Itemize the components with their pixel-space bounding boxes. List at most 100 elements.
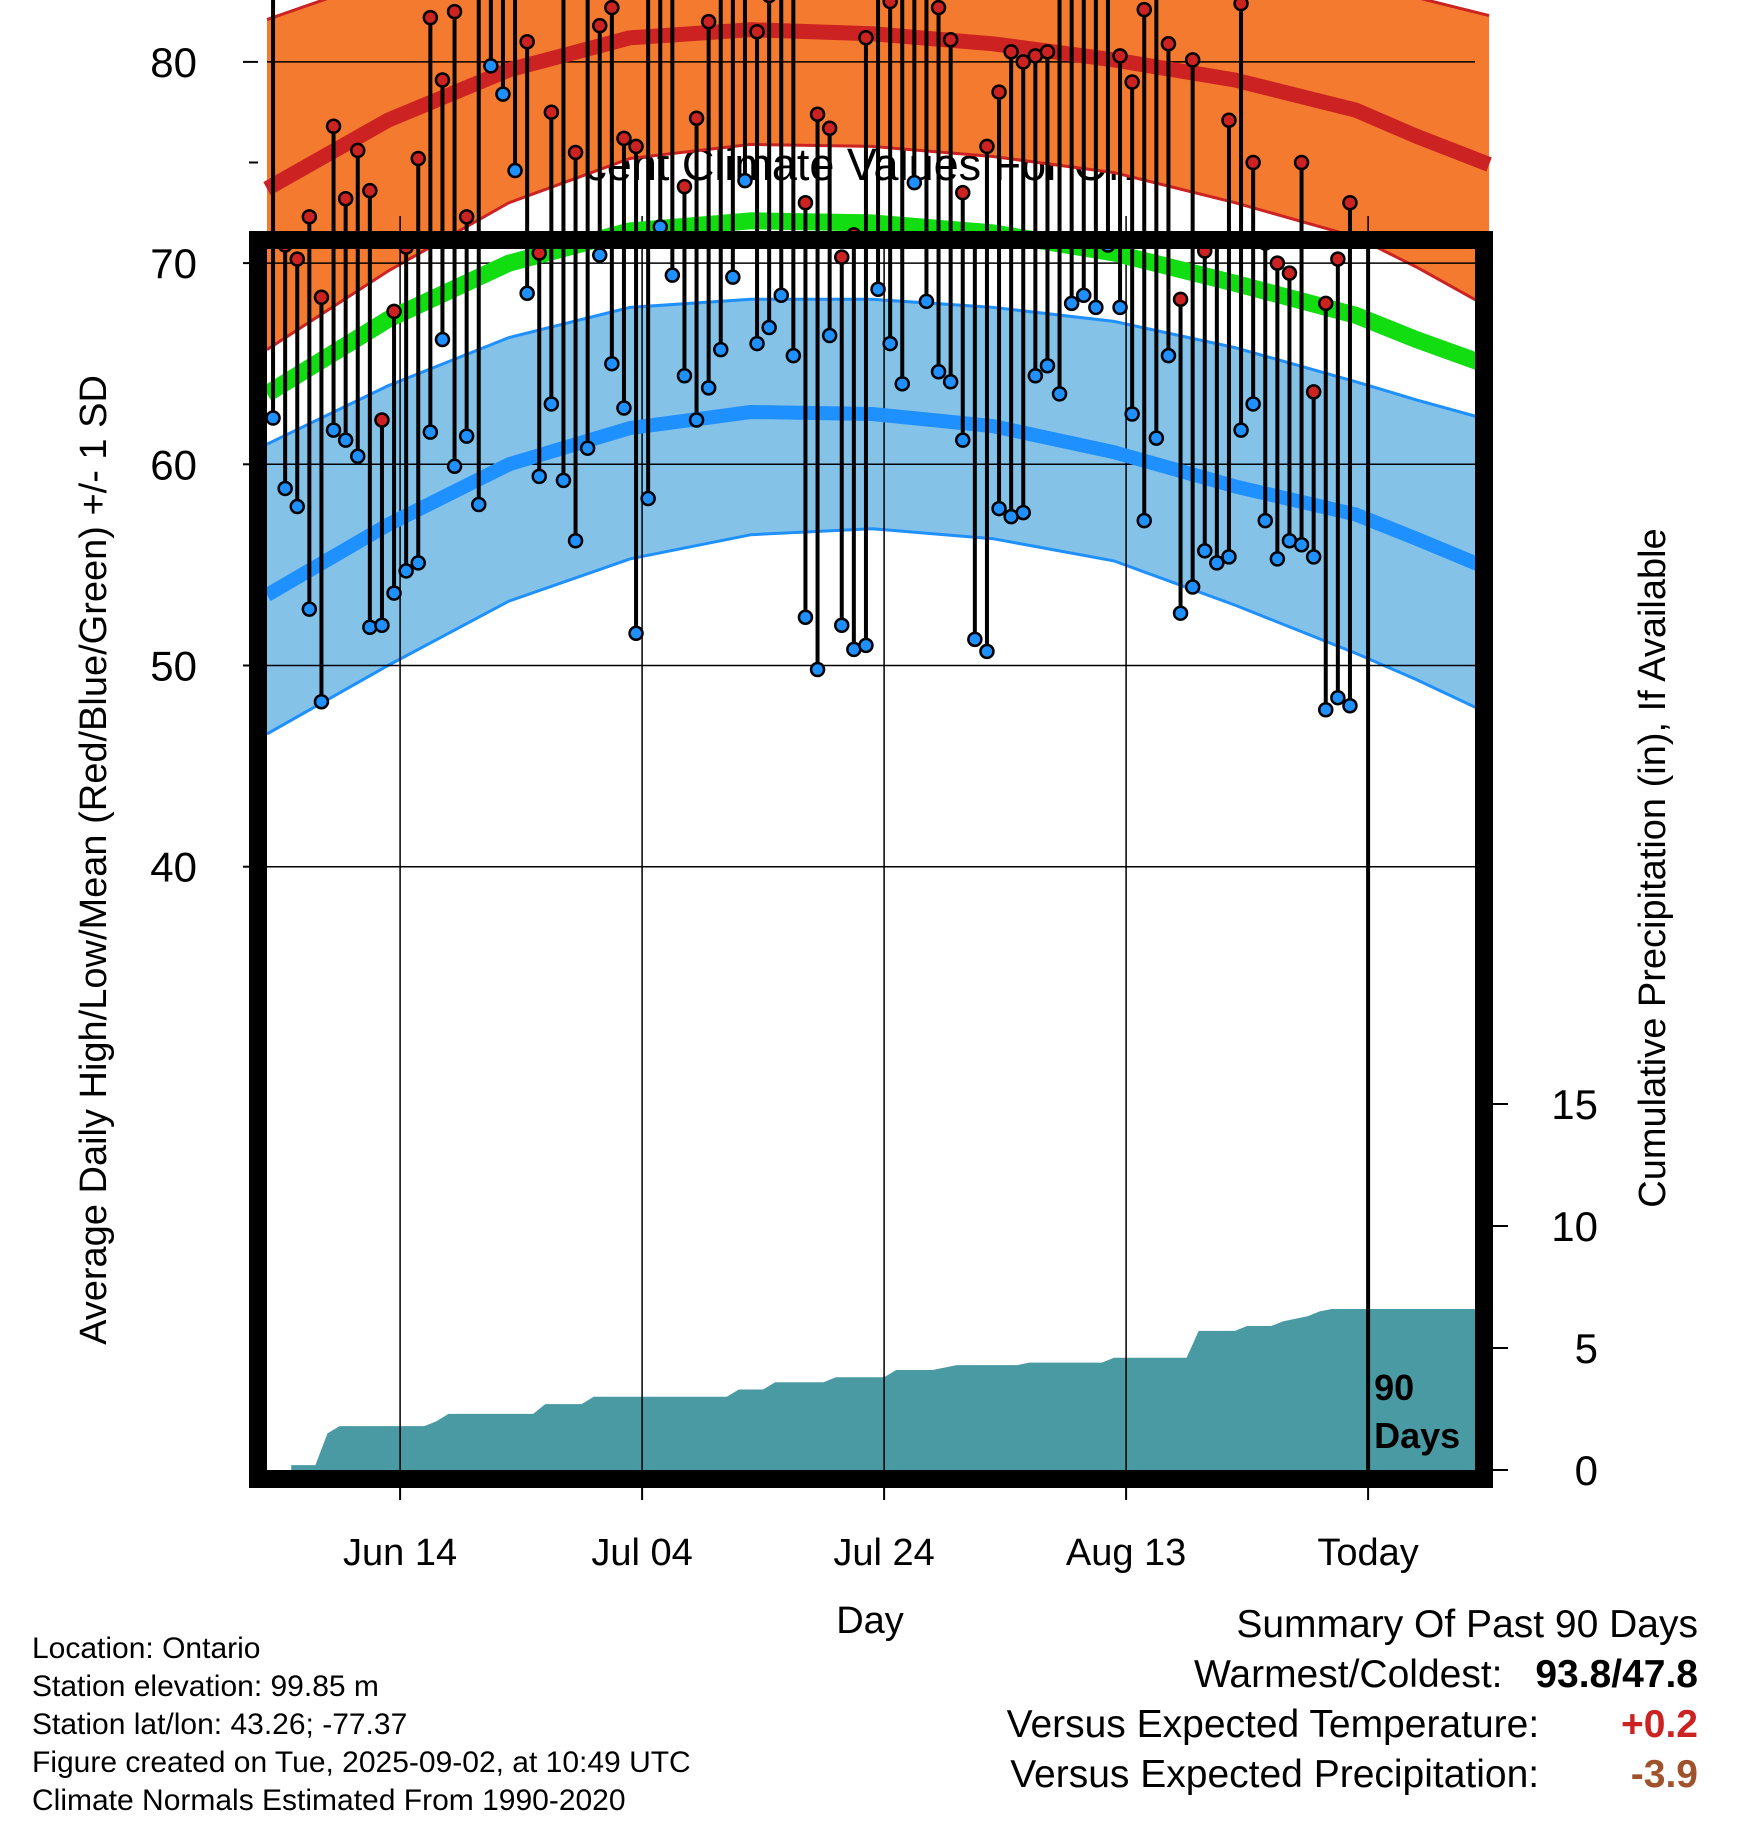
daily-low-point [1305, 549, 1322, 565]
y2-tick-label: 0 [1575, 1447, 1598, 1494]
daily-low-point [374, 617, 390, 634]
x-tick-label: Jul 24 [833, 1532, 934, 1574]
daily-low-point [870, 281, 886, 298]
precipitation-layer [267, 1309, 1490, 1470]
axes: 40 50 60 70 80 90 0 5 10 15 Jun 14 Jul 04 Jul 24 Aug … [150, 39, 1598, 1574]
daily-low-point [918, 293, 935, 310]
daily-low-point [1039, 357, 1056, 374]
daily-low-point [773, 287, 789, 304]
daily-low-point [713, 341, 729, 358]
daily-high-point [337, 190, 354, 207]
daily-high-point [700, 13, 717, 30]
y-tick-label: 60 [150, 441, 197, 488]
y2-tick-label: 10 [1551, 1203, 1598, 1250]
daily-high-point [1160, 36, 1177, 52]
daily-low-point [725, 269, 741, 285]
elevation-text: Station elevation: 99.85 m [32, 1670, 379, 1703]
y-tick-label: 70 [150, 240, 197, 287]
daily-low-point [809, 661, 826, 678]
daily-high-point [567, 144, 584, 161]
normal-mean-line [262, 212, 1492, 402]
temp-value: +0.2 [1621, 1703, 1698, 1746]
daily-high-point [1112, 48, 1128, 64]
daily-low-point [1245, 396, 1261, 412]
daily-low-point [446, 458, 463, 475]
daily-low-point [858, 637, 874, 654]
today-annotation-line2: Days [1374, 1415, 1460, 1456]
daily-high-point [991, 84, 1007, 100]
precip-value: -3.9 [1630, 1753, 1698, 1796]
daily-high-point [1342, 194, 1358, 211]
daily-high-point [882, 0, 898, 10]
summary-precip: Versus Expected Precipitation: -3.9 [1007, 1750, 1698, 1800]
daily-low-point [410, 555, 426, 571]
daily-low-point [640, 490, 656, 507]
daily-low-point [362, 619, 378, 636]
daily-low-point [991, 500, 1007, 517]
daily-high-point [809, 106, 826, 122]
daily-high-point [688, 110, 705, 126]
daily-high-point [628, 138, 644, 155]
y-tick-label: 80 [150, 39, 197, 86]
y2-tick-label: 15 [1551, 1081, 1598, 1128]
daily-low-point [1318, 702, 1334, 718]
daily-high-point [762, 0, 776, 4]
daily-high-point [1305, 384, 1322, 400]
daily-low-point [1112, 299, 1128, 316]
daily-high-point [749, 23, 765, 40]
daily-low-point [604, 355, 620, 372]
daily-low-point [1076, 287, 1092, 304]
daily-high-point [834, 249, 850, 265]
plot-border [249, 231, 1493, 1488]
daily-low-point [785, 347, 802, 364]
daily-high-point [386, 303, 402, 320]
daily-low-point [519, 285, 535, 302]
daily-low-point [1184, 579, 1201, 595]
daily-low-point [567, 533, 584, 549]
daily-low-point [955, 432, 971, 448]
precipitation-area [267, 1309, 1490, 1470]
daily-high-point [592, 17, 608, 34]
x-tick-label: Jun 14 [343, 1532, 457, 1574]
daily-high-point [676, 178, 693, 195]
daily-low-point [483, 58, 499, 74]
daily-high-point [1330, 251, 1346, 267]
daily-low-point [749, 335, 765, 352]
today-annotation-line1: 90 [1374, 1367, 1414, 1408]
low-lower-edge [266, 527, 1490, 736]
latlon-text: Station lat/lon: 43.26; -77.37 [32, 1708, 408, 1741]
daily-low-point [1221, 549, 1237, 565]
daily-low-point [1269, 551, 1286, 567]
daily-low-point [664, 267, 681, 283]
daily-high-point [543, 104, 560, 120]
daily-low-point [834, 617, 850, 634]
daily-high-point [1221, 112, 1237, 128]
low-sd-band [267, 299, 1490, 734]
created-text: Figure created on Tue, 2025-09-02, at 10… [32, 1746, 691, 1779]
warm-cold-slash: / [1611, 1653, 1623, 1696]
daily-low-point [301, 601, 318, 617]
daily-high-point [1318, 295, 1334, 312]
daily-low-point [458, 428, 475, 444]
daily-high-point [1015, 54, 1031, 70]
daily-low-point [700, 380, 717, 396]
daily-low-point [579, 440, 596, 456]
daily-low-point [350, 448, 366, 465]
daily-low-point [1197, 543, 1213, 559]
daily-high-point [604, 0, 620, 16]
daily-high-point [446, 3, 463, 20]
daily-high-point [434, 72, 451, 88]
daily-low-point [337, 432, 354, 448]
daily-high-point [1039, 44, 1056, 60]
daily-high-point [1245, 154, 1261, 171]
daily-high-point [955, 184, 971, 201]
daily-low-point [277, 480, 293, 497]
x-tick-label: Jul 04 [591, 1532, 692, 1574]
daily-low-point [906, 174, 923, 191]
daily-high-point [821, 120, 838, 137]
x-tick-label: Aug 13 [1066, 1532, 1186, 1574]
daily-low-point [930, 363, 947, 380]
daily-low-point [761, 319, 777, 336]
y-tick-label: 50 [150, 643, 197, 690]
daily-low-point [1027, 368, 1044, 384]
